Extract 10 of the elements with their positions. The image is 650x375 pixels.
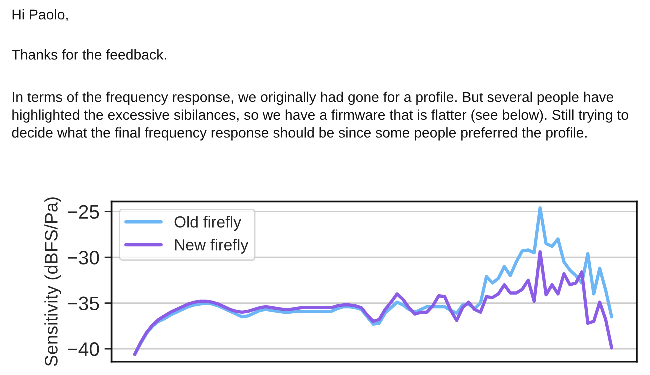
y-tick-label: −30 [68,251,100,265]
legend-label: Old firefly [174,216,242,232]
text: Hi Paolo, [12,9,68,22]
y-tick-label: −40 [68,342,100,356]
y-axis-title: Sensitivity (dBFS/Pa) [44,198,62,366]
text: In terms of the frequency response, we originally had gone for a profile. But several people have highlighted the excessive sibilances, so we have a firmware that is flatter (see below). Still trying to decide what the final frequency response should be since some people preferred the profile. [12,92,628,141]
y-tick-label: −25 [68,205,100,220]
text: Thanks for the feedback. [12,50,166,60]
legend-label: New firefly [175,239,249,254]
y-tick-label: −35 [68,296,100,311]
